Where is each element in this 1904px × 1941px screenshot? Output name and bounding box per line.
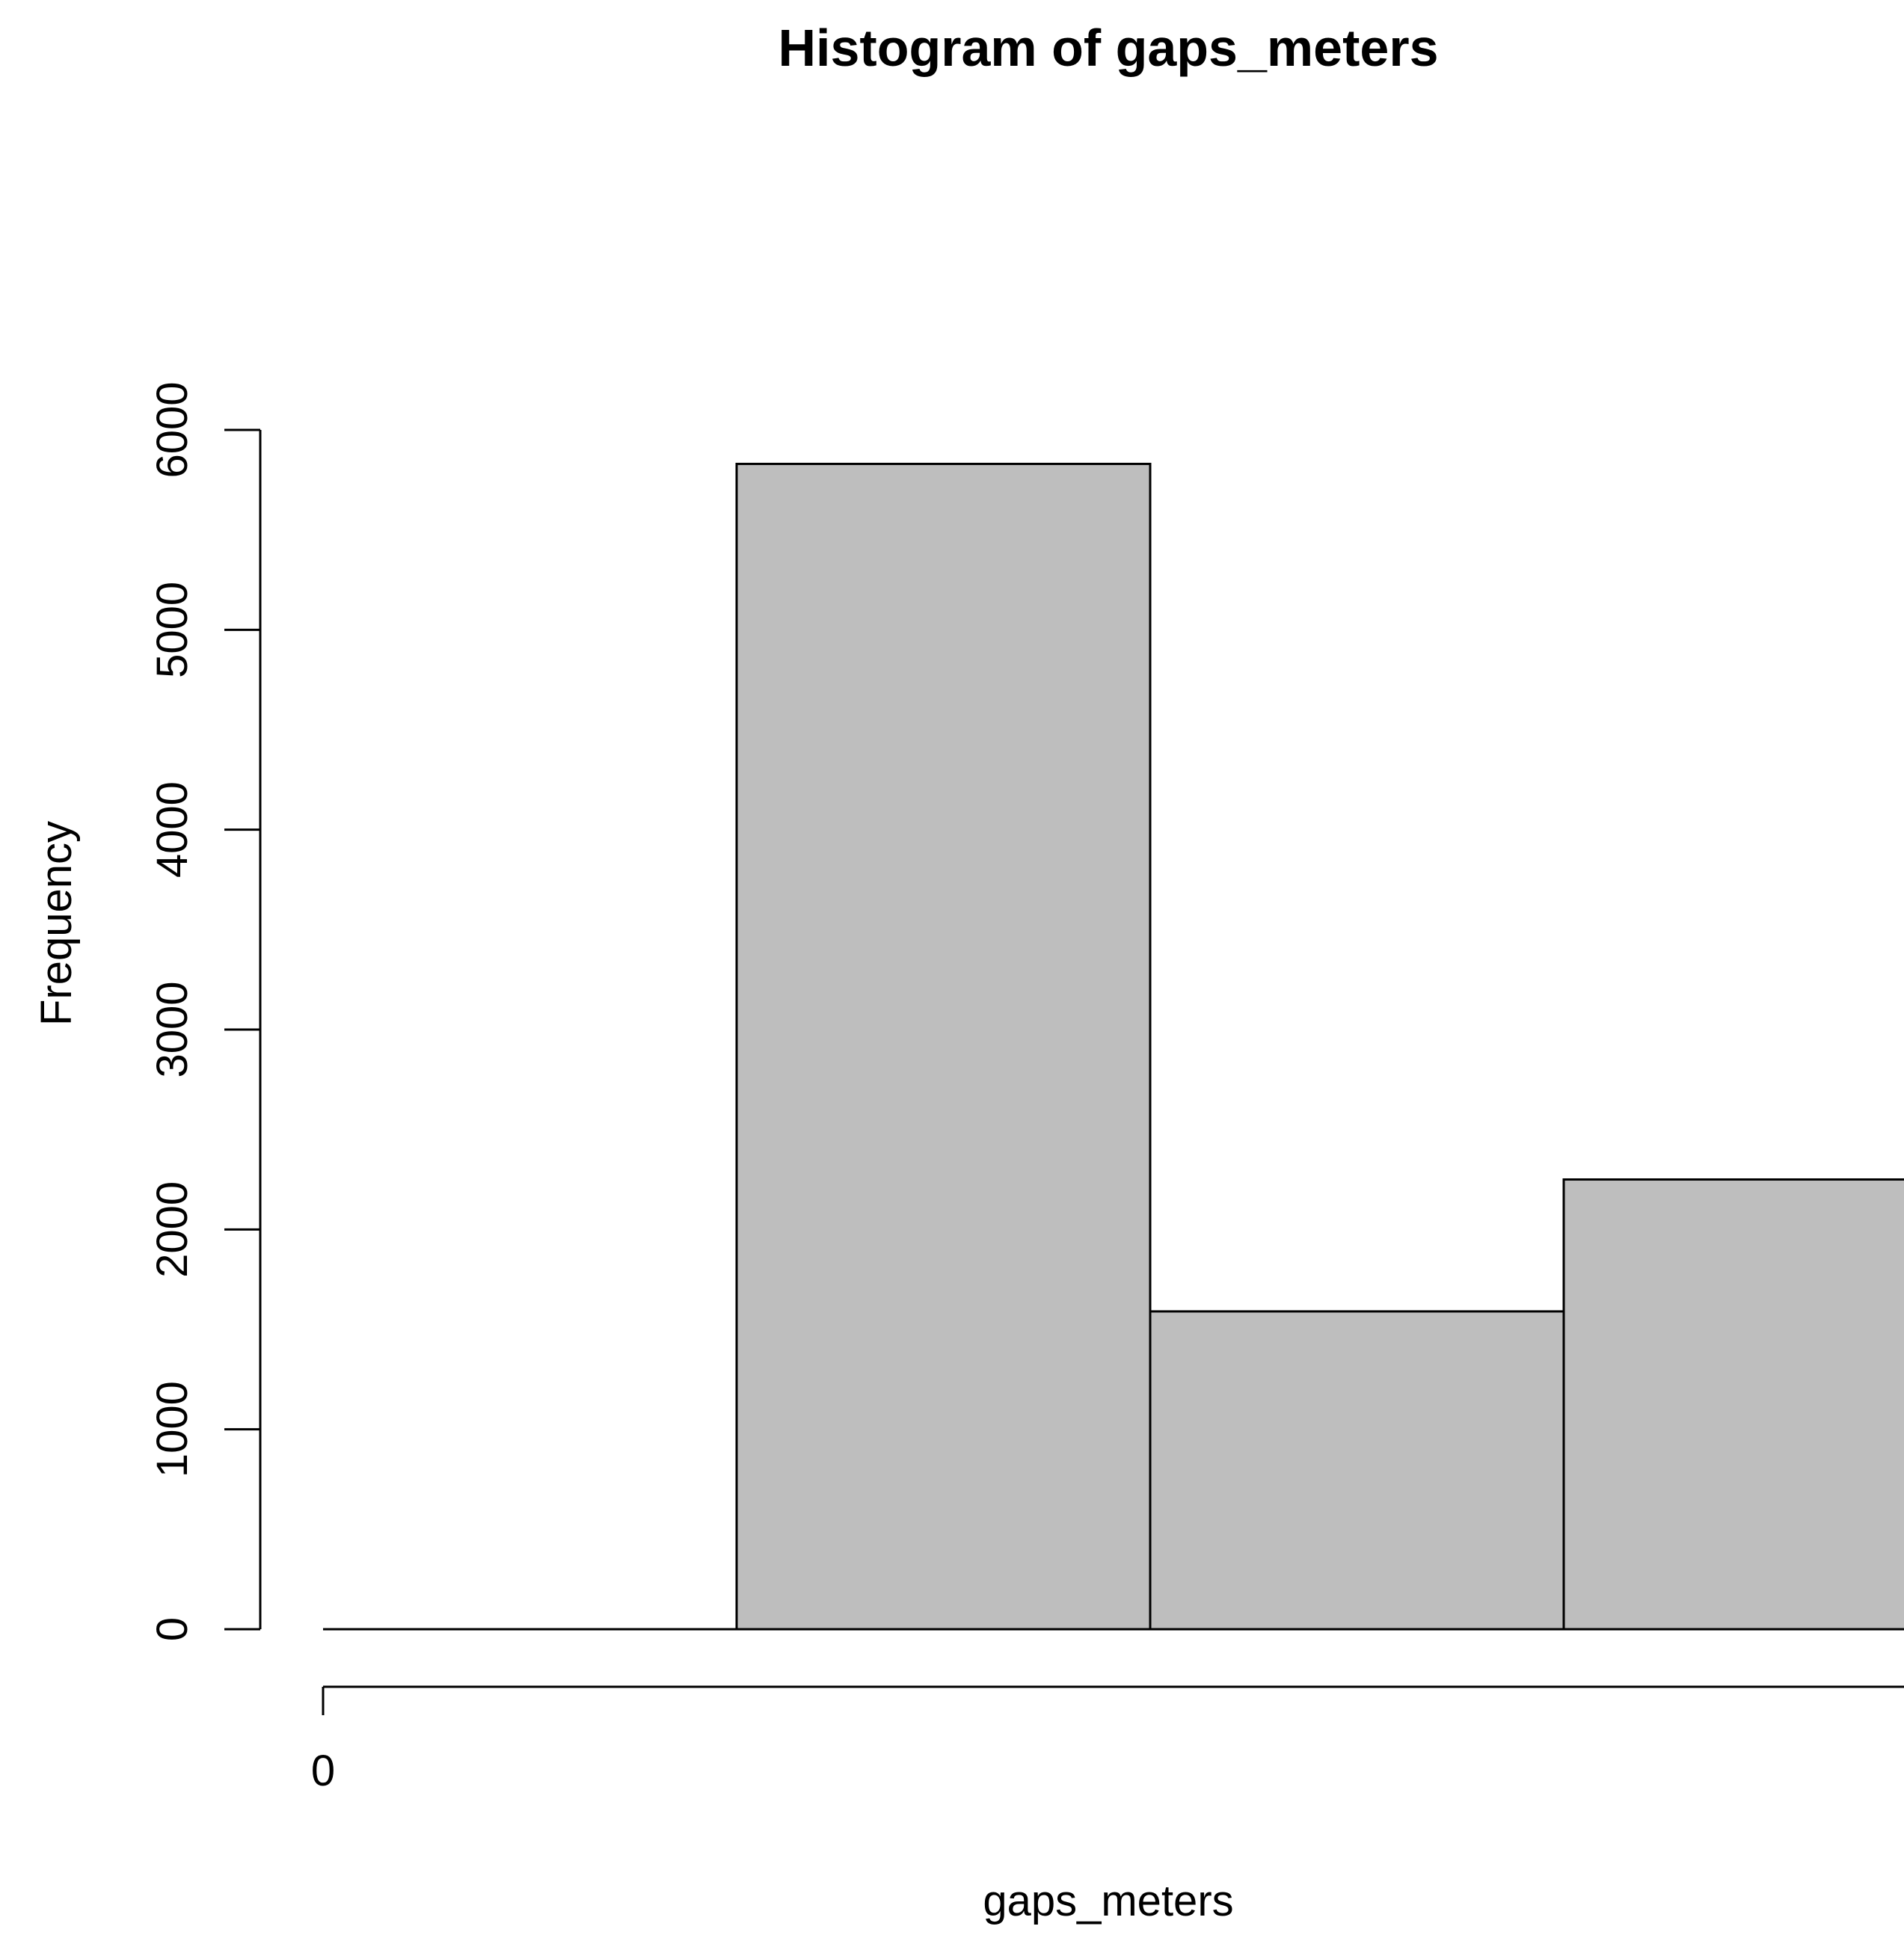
histogram-bar-2 [1149,1310,1565,1631]
x-axis: 051015 [311,1685,1904,1795]
y-tick-label-3: 3000 [148,981,197,1077]
y-tick-label-4: 4000 [148,781,197,878]
y-tick-label-1: 1000 [148,1381,197,1477]
x-axis-title: gaps_meters [983,1877,1233,1925]
bars-group [323,462,1904,1631]
y-axis: 0 1000 2000 3000 4000 5000 6000 [148,381,262,1641]
y-tick-label-6: 6000 [148,381,197,478]
histogram-bar-1 [735,462,1152,1631]
x-tick-label-0: 0 [311,1747,335,1795]
y-tick-label-5: 5000 [148,582,197,678]
y-tick-label-0: 0 [148,1617,197,1641]
y-tick-label-2: 2000 [148,1181,197,1278]
y-axis-title: Frequency [32,821,81,1026]
histogram-bar-3 [1562,1178,1904,1631]
chart-title: Histogram of gaps_meters [778,19,1438,77]
